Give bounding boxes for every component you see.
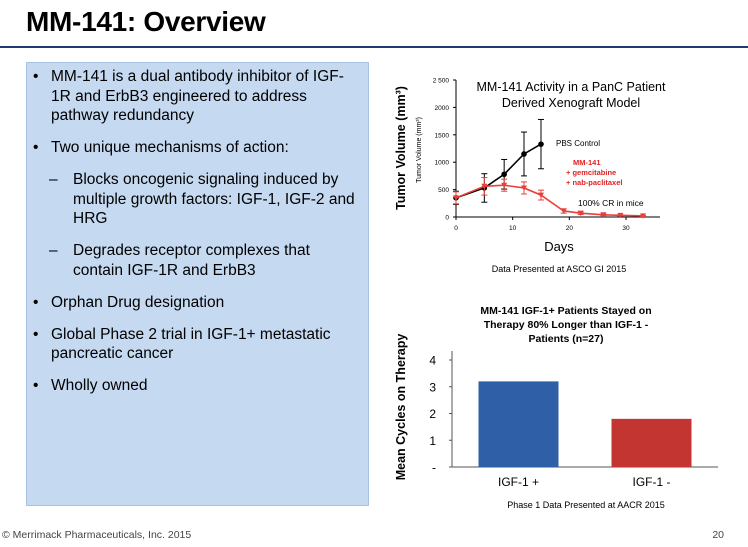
treatment-data-point — [577, 210, 584, 217]
treatment-data-point — [560, 208, 567, 214]
treatment-data-point — [538, 192, 544, 199]
overview-panel: MM-141 is a dual antibody inhibitor of I… — [26, 62, 369, 506]
control-data-point — [521, 151, 527, 157]
bar-chart-y-tick-label: 4 — [429, 354, 436, 368]
line-chart-x-tick-label: 10 — [509, 225, 517, 232]
sub-bullet-item: Degrades receptor complexes that contain… — [27, 241, 358, 280]
treatment-data-point — [481, 183, 488, 190]
bar-igf-positive — [478, 381, 559, 467]
bar-chart-y-ticks: - 1 2 3 4 — [429, 354, 452, 475]
xenograft-line-chart: MM-141 Activity in a PanC Patient Derive… — [394, 78, 666, 275]
line-chart-y-tick-label: 1000 — [435, 160, 450, 167]
bar-chart-bars: IGF-1 + IGF-1 - — [478, 381, 692, 489]
bar-chart-title-line3: Patients (n=27) — [529, 333, 604, 345]
line-chart-y-tick-label: 500 — [438, 187, 449, 194]
line-chart-y-tick-label: 0 — [445, 215, 449, 222]
line-chart-series — [453, 118, 646, 219]
title-underline — [0, 46, 748, 48]
page-title: MM-141: Overview — [26, 6, 266, 37]
complete-response-annotation: 100% CR in mice — [578, 198, 644, 208]
line-chart-y-tick-label: 2000 — [435, 105, 450, 112]
treatment-data-point — [640, 213, 646, 219]
treatment-data-point — [453, 195, 459, 201]
control-data-point — [538, 141, 544, 147]
line-chart-xlabel: Days — [544, 239, 574, 254]
bar-chart-y-tick-label: - — [432, 461, 436, 475]
bar-chart-y-tick-label: 1 — [429, 434, 436, 448]
bar-chart-y-tick-label: 3 — [429, 380, 436, 394]
treatment-data-point — [501, 182, 508, 189]
legend-control-label: PBS Control — [556, 139, 600, 148]
bar-chart-ylabel: Mean Cycles on Therapy — [394, 334, 408, 481]
bar-category-label: IGF-1 - — [633, 475, 671, 489]
bullet-item: Two unique mechanisms of action: — [27, 138, 358, 158]
bar-chart-title-line2: Therapy 80% Longer than IGF-1 - — [484, 319, 649, 331]
sub-bullet-item: Blocks oncogenic signaling induced by mu… — [27, 170, 358, 229]
bar-igf-negative — [611, 418, 692, 467]
bullet-item: MM-141 is a dual antibody inhibitor of I… — [27, 67, 358, 126]
bullet-item: Global Phase 2 trial in IGF-1+ metastati… — [27, 325, 358, 364]
line-chart-y-tick-label: 1500 — [435, 132, 450, 139]
legend-treatment-line2: + gemcitabine — [566, 168, 616, 177]
legend-treatment-line3: + nab-paclitaxel — [566, 178, 622, 187]
line-chart-x-tick-label: 20 — [566, 225, 574, 232]
line-chart-x-ticks: 0 10 20 30 — [454, 217, 630, 232]
treatment-data-point — [521, 185, 527, 191]
treatment-data-point — [617, 212, 624, 219]
bar-chart-caption: Phase 1 Data Presented at AACR 2015 — [507, 500, 665, 510]
line-chart-y-ticks: 0 500 1000 1500 2000 2 500 — [433, 78, 456, 222]
overview-bullet-list: MM-141 is a dual antibody inhibitor of I… — [27, 63, 368, 396]
copyright-footer: © Merrimack Pharmaceuticals, Inc. 2015 — [2, 529, 192, 541]
line-chart-x-tick-label: 30 — [622, 225, 630, 232]
line-chart-y-tick-label: 2 500 — [433, 78, 450, 85]
line-chart-title-line1: MM-141 Activity in a PanC Patient — [477, 80, 666, 94]
legend-treatment-line1: MM-141 — [573, 158, 601, 167]
treatment-data-point — [600, 212, 607, 218]
bar-chart-y-tick-label: 2 — [429, 407, 436, 421]
line-chart-outer-ylabel: Tumor Volume (mm³) — [394, 86, 408, 210]
control-data-point — [501, 171, 507, 178]
line-chart-caption: Data Presented at ASCO GI 2015 — [492, 264, 627, 274]
treatment-series-line — [455, 184, 644, 217]
bar-chart-title-line1: MM-141 IGF-1+ Patients Stayed on — [480, 305, 651, 317]
bullet-item: Orphan Drug designation — [27, 293, 358, 313]
cycles-bar-chart: MM-141 IGF-1+ Patients Stayed on Therapy… — [394, 305, 718, 510]
line-chart-inner-ylabel: Tumor Volume (mm³) — [416, 117, 423, 183]
bullet-item: Wholly owned — [27, 376, 358, 396]
page-number: 20 — [712, 529, 724, 541]
bar-category-label: IGF-1 + — [498, 475, 539, 489]
line-chart-title-line2: Derived Xenograft Model — [502, 96, 640, 110]
line-chart-x-tick-label: 0 — [454, 225, 458, 232]
